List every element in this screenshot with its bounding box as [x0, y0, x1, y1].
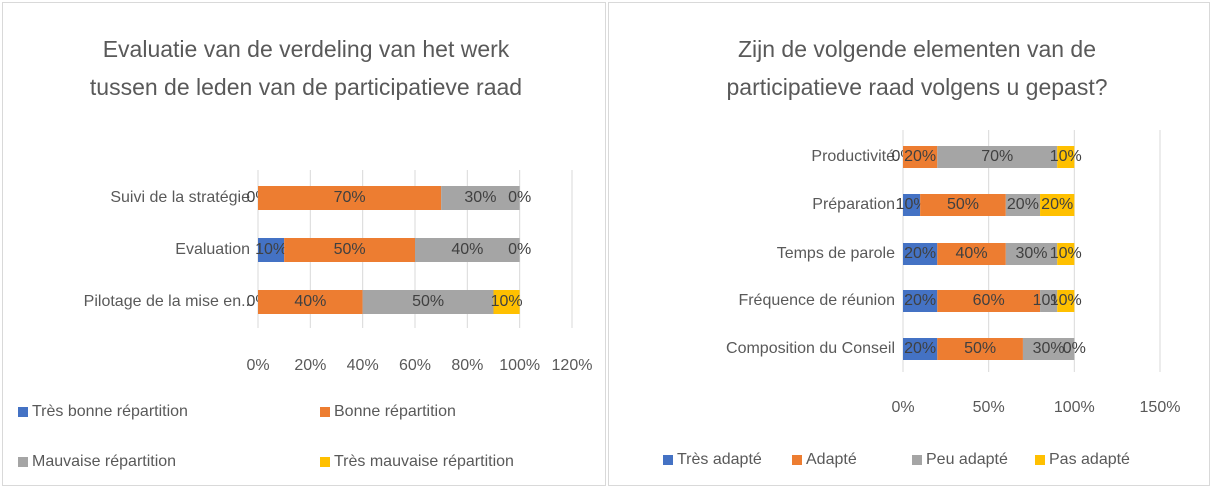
data-label: 50% — [964, 340, 996, 357]
x-tick-label: 50% — [973, 399, 1005, 416]
data-label: 50% — [947, 196, 979, 213]
data-label: 40% — [956, 245, 988, 262]
y-tick-label: Préparation — [812, 196, 895, 213]
y-tick-label: Evaluation — [175, 241, 250, 258]
legend-label: Peu adapté — [926, 451, 1008, 468]
x-tick-label: 120% — [552, 357, 593, 374]
bar-segment — [415, 238, 520, 262]
data-label: 10% — [896, 196, 928, 213]
chart-title: Evaluatie van de verdeling van het werk … — [89, 36, 523, 100]
data-label: 70% — [334, 189, 366, 206]
data-label: 20% — [904, 245, 936, 262]
bar-segment — [284, 238, 415, 262]
bar-segment — [258, 290, 363, 314]
data-label: 10% — [1050, 292, 1082, 309]
data-label: 20% — [904, 148, 936, 165]
bar-segment — [1005, 194, 1041, 216]
y-tick-label: Composition du Conseil — [726, 340, 895, 357]
chart-title: Zijn de volgende elementen van de partic… — [726, 36, 1108, 100]
bar-segment — [1057, 243, 1075, 265]
data-label: 10% — [1050, 148, 1082, 165]
data-label: 10% — [1050, 245, 1082, 262]
data-label: 0% — [1063, 340, 1086, 357]
legend-label: Très adapté — [677, 451, 762, 468]
legend-label: Pas adapté — [1049, 451, 1130, 468]
bar-segment — [903, 146, 938, 168]
data-label: 0% — [508, 189, 531, 206]
x-tick-label: 0% — [246, 357, 269, 374]
x-tick-label: 80% — [451, 357, 483, 374]
bar-segment — [903, 243, 938, 265]
data-label: 10% — [255, 241, 287, 258]
data-label: 20% — [904, 340, 936, 357]
legend-swatch — [320, 407, 330, 417]
data-label: 30% — [1015, 245, 1047, 262]
data-label: 70% — [981, 148, 1013, 165]
x-tick-label: 20% — [294, 357, 326, 374]
bar-segment — [258, 186, 442, 210]
data-label: 50% — [412, 293, 444, 310]
data-label: 50% — [334, 241, 366, 258]
data-label: 60% — [973, 292, 1005, 309]
legend-label: Mauvaise répartition — [32, 453, 176, 470]
legend-swatch — [1035, 455, 1045, 465]
bar-segment — [937, 243, 1006, 265]
data-label: 20% — [1007, 196, 1039, 213]
y-tick-label: Pilotage de la mise en.. — [84, 293, 250, 310]
legend-label: Très bonne répartition — [32, 403, 188, 420]
bar-segment — [1057, 290, 1075, 312]
bar-segment — [441, 186, 520, 210]
bar-segment — [903, 194, 921, 216]
bar-segment — [1040, 194, 1075, 216]
legend-label: Bonne répartition — [334, 403, 456, 420]
x-tick-label: 0% — [891, 399, 914, 416]
data-label: 20% — [1041, 196, 1073, 213]
legend-swatch — [320, 457, 330, 467]
bar-segment — [937, 146, 1058, 168]
legend-swatch — [18, 407, 28, 417]
legend-label: Très mauvaise répartition — [334, 453, 514, 470]
bar-segment — [1005, 243, 1058, 265]
legend-swatch — [912, 455, 922, 465]
y-tick-label: Temps de parole — [777, 245, 895, 262]
data-label: 30% — [464, 189, 496, 206]
data-label: 10% — [1033, 292, 1065, 309]
bar-segment — [362, 290, 494, 314]
bar-segment — [903, 290, 938, 312]
x-tick-label: 100% — [1054, 399, 1095, 416]
y-tick-label: Suivi de la stratégie — [110, 189, 250, 206]
panel — [608, 2, 1210, 486]
panel — [2, 2, 606, 486]
data-label: 10% — [491, 293, 523, 310]
bar-segment — [937, 290, 1041, 312]
bar-segment — [493, 290, 520, 314]
data-label: 40% — [294, 293, 326, 310]
data-label: 40% — [451, 241, 483, 258]
legend-swatch — [18, 457, 28, 467]
y-tick-label: Fréquence de réunion — [738, 292, 895, 309]
x-tick-label: 40% — [347, 357, 379, 374]
x-tick-label: 60% — [399, 357, 431, 374]
bar-segment — [1022, 338, 1075, 360]
bar-segment — [1057, 146, 1075, 168]
data-label: 0% — [508, 241, 531, 258]
x-tick-label: 150% — [1140, 399, 1181, 416]
legend-swatch — [792, 455, 802, 465]
data-label: 20% — [904, 292, 936, 309]
bar-segment — [937, 338, 1023, 360]
bar-segment — [903, 338, 938, 360]
legend-swatch — [663, 455, 673, 465]
x-tick-label: 100% — [499, 357, 540, 374]
data-label: 30% — [1033, 340, 1065, 357]
bar-segment — [1040, 290, 1058, 312]
y-tick-label: Productivité — [811, 148, 895, 165]
bar-segment — [920, 194, 1006, 216]
legend-label: Adapté — [806, 451, 857, 468]
bar-segment — [258, 238, 285, 262]
